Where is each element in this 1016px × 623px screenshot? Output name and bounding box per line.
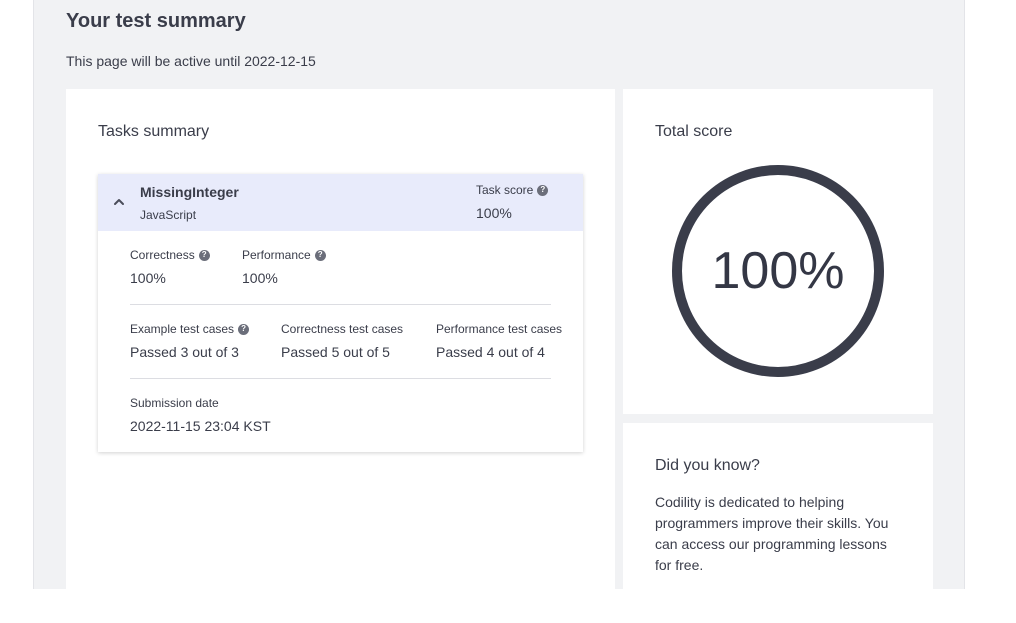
help-icon[interactable]: ?: [238, 323, 250, 335]
task-panel: MissingInteger JavaScript Task score ? 1…: [98, 174, 583, 452]
example-cases-label-text: Example test cases: [130, 322, 235, 336]
correctness-cases-value: Passed 5 out of 5: [281, 344, 390, 360]
help-icon[interactable]: ?: [537, 184, 549, 196]
performance-value: 100%: [242, 270, 278, 286]
page-container: Your test summary This page will be acti…: [33, 0, 965, 623]
performance-label-text: Performance: [242, 248, 311, 262]
divider: [130, 304, 551, 305]
divider: [130, 378, 551, 379]
tasks-summary-card: Tasks summary MissingInteger JavaScript …: [66, 89, 615, 609]
score-ring-arc: [672, 165, 884, 377]
correctness-value: 100%: [130, 270, 166, 286]
total-score-card: Total score 100%: [623, 89, 933, 414]
correctness-cases-label: Correctness test cases: [281, 322, 404, 336]
score-ring-graphic: [672, 165, 884, 377]
total-score-value: 100%: [711, 242, 845, 300]
task-header[interactable]: MissingInteger JavaScript Task score ? 1…: [98, 174, 583, 231]
submission-label: Submission date: [130, 396, 219, 410]
page-title: Your test summary: [66, 10, 246, 32]
performance-cases-value: Passed 4 out of 4: [436, 344, 545, 360]
correctness-label-text: Correctness: [130, 248, 195, 262]
task-name: MissingInteger: [140, 184, 239, 200]
task-score-label: Task score ?: [476, 183, 549, 197]
submission-value: 2022-11-15 23:04 KST: [130, 418, 271, 434]
correctness-label: Correctness ?: [130, 248, 210, 262]
active-until-text: This page will be active until 2022-12-1…: [66, 53, 316, 69]
task-language: JavaScript: [140, 208, 197, 222]
help-icon[interactable]: ?: [198, 249, 210, 261]
score-ring: 100%: [671, 164, 885, 378]
example-cases-label: Example test cases ?: [130, 322, 250, 336]
example-cases-value: Passed 3 out of 3: [130, 344, 239, 360]
total-score-heading: Total score: [655, 123, 733, 140]
did-you-know-heading: Did you know?: [655, 457, 760, 474]
did-you-know-text: Codility is dedicated to helping program…: [655, 494, 889, 573]
did-you-know-card: Did you know? Codility is dedicated to h…: [623, 423, 933, 623]
performance-label: Performance ?: [242, 248, 326, 262]
chevron-up-icon[interactable]: [112, 195, 126, 209]
performance-cases-label: Performance test cases: [436, 322, 563, 336]
tasks-summary-heading: Tasks summary: [98, 123, 210, 140]
help-icon[interactable]: ?: [314, 249, 326, 261]
task-score-label-text: Task score: [476, 183, 534, 197]
task-score-value: 100%: [476, 205, 512, 221]
